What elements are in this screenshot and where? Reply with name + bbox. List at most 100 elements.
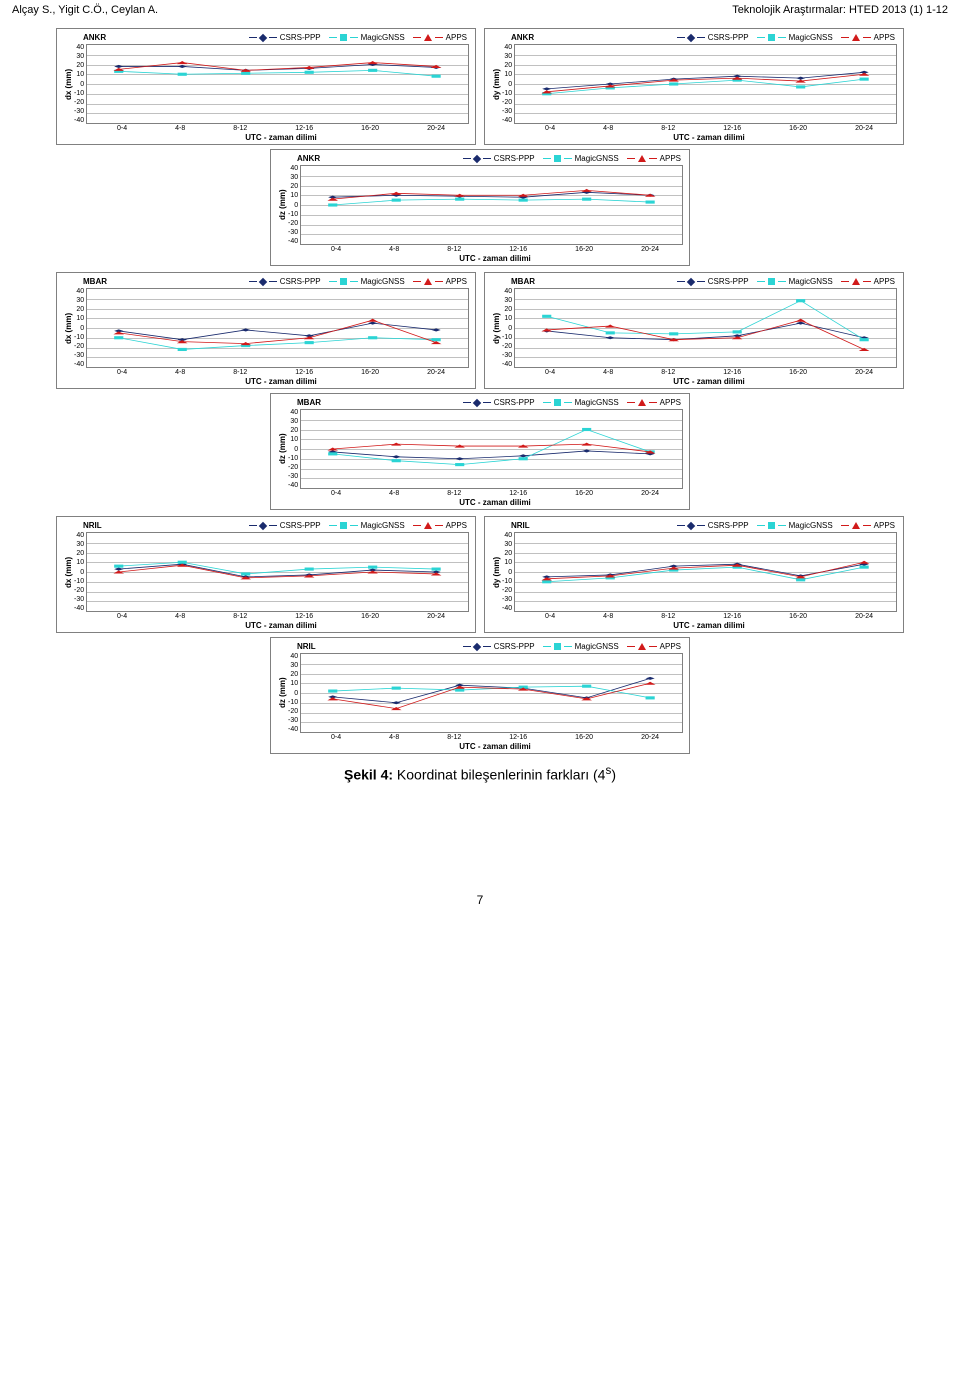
legend-item: CSRS-PPP [677,277,749,286]
legend-line-icon [483,402,491,403]
chart-panel: NRILCSRS-PPPMagicGNSSAPPSdx (mm)40302010… [56,516,476,633]
y-axis-ticks: 403020100-10-20-30-40 [502,44,514,124]
legend-line-icon [483,646,491,647]
legend-marker-icon [554,155,561,162]
legend-item: MagicGNSS [543,642,619,651]
y-tick: -40 [288,726,298,733]
legend-marker-icon [638,155,646,162]
y-axis-label: dx (mm) [63,532,74,612]
y-tick: -20 [74,343,84,350]
series-svg [301,410,682,488]
y-axis-label: dx (mm) [63,288,74,368]
chart-panel: NRILCSRS-PPPMagicGNSSAPPSdy (mm)40302010… [484,516,904,633]
x-tick: 4-8 [603,369,613,376]
y-tick: 0 [502,325,512,332]
y-axis-ticks: 403020100-10-20-30-40 [74,288,86,368]
chart-panel: ANKRCSRS-PPPMagicGNSSAPPSdy (mm)40302010… [484,28,904,145]
x-tick: 0-4 [331,734,341,741]
legend-line-icon [757,281,765,282]
y-tick: 10 [502,71,512,78]
y-tick: -10 [502,90,512,97]
series-svg [87,45,468,123]
y-tick: -20 [288,708,298,715]
plot-area [514,532,897,612]
series-svg [301,166,682,244]
y-tick: -40 [74,117,84,124]
station-label: ANKR [83,33,106,42]
x-axis-ticks: 0-44-88-1212-1616-2020-24 [93,124,469,132]
y-tick: -30 [502,108,512,115]
chart-header: NRILCSRS-PPPMagicGNSSAPPS [277,642,683,653]
legend: CSRS-PPPMagicGNSSAPPS [463,398,681,407]
legend-label: APPS [660,154,681,163]
legend: CSRS-PPPMagicGNSSAPPS [249,33,467,42]
legend-marker-icon [686,277,694,285]
y-tick: -10 [288,455,298,462]
legend-label: APPS [660,642,681,651]
legend-item: APPS [413,277,467,286]
legend-line-icon [697,525,705,526]
legend-line-icon [350,281,358,282]
chart-header: ANKRCSRS-PPPMagicGNSSAPPS [491,33,897,44]
x-tick: 16-20 [789,369,807,376]
chart-panel: ANKRCSRS-PPPMagicGNSSAPPSdz (mm)40302010… [270,149,690,266]
chart-row-center: NRILCSRS-PPPMagicGNSSAPPSdz (mm)40302010… [50,637,910,754]
legend-item: CSRS-PPP [463,398,535,407]
legend-line-icon [249,525,257,526]
x-axis-label: UTC - zaman dilimi [277,497,683,507]
y-tick: -40 [502,361,512,368]
legend-marker-icon [554,399,561,406]
legend-line-icon [564,402,572,403]
legend-line-icon [543,402,551,403]
y-tick: -10 [502,578,512,585]
x-tick: 0-4 [331,246,341,253]
y-tick: 10 [74,559,84,566]
x-tick: 20-24 [641,734,659,741]
chart-panel: MBARCSRS-PPPMagicGNSSAPPSdz (mm)40302010… [270,393,690,510]
legend-item: APPS [841,277,895,286]
x-tick: 4-8 [389,246,399,253]
y-tick: -30 [502,352,512,359]
legend-marker-icon [258,33,266,41]
station-label: MBAR [83,277,107,286]
chart-panel: MBARCSRS-PPPMagicGNSSAPPSdy (mm)40302010… [484,272,904,389]
legend-marker-icon [258,277,266,285]
legend-label: MagicGNSS [789,33,833,42]
x-axis-label: UTC - zaman dilimi [491,132,897,142]
y-tick: 30 [502,53,512,60]
y-tick: -20 [502,99,512,106]
legend-marker-icon [768,278,775,285]
y-tick: 0 [74,325,84,332]
y-tick: 30 [288,662,298,669]
legend-line-icon [649,402,657,403]
y-axis-ticks: 403020100-10-20-30-40 [502,532,514,612]
legend-marker-icon [852,278,860,285]
legend-item: MagicGNSS [543,398,619,407]
legend-line-icon [329,281,337,282]
legend-line-icon [757,525,765,526]
x-tick: 0-4 [331,490,341,497]
legend-label: MagicGNSS [361,277,405,286]
x-axis-ticks: 0-44-88-1212-1616-2020-24 [521,124,897,132]
legend-marker-icon [686,33,694,41]
x-tick: 8-12 [447,734,461,741]
plot-area [300,409,683,489]
y-tick: 10 [288,192,298,199]
legend: CSRS-PPPMagicGNSSAPPS [463,642,681,651]
chart-group: ANKRCSRS-PPPMagicGNSSAPPSdx (mm)40302010… [50,28,910,266]
x-tick: 0-4 [117,613,127,620]
y-axis-label: dx (mm) [63,44,74,124]
plot-area [514,44,897,124]
legend-label: CSRS-PPP [708,33,749,42]
y-tick: -40 [74,605,84,612]
y-tick: -30 [74,596,84,603]
y-axis-ticks: 403020100-10-20-30-40 [74,532,86,612]
legend-item: APPS [841,33,895,42]
legend-item: MagicGNSS [757,521,833,530]
legend-label: APPS [874,33,895,42]
legend-line-icon [269,525,277,526]
legend-item: CSRS-PPP [249,277,321,286]
x-tick: 4-8 [175,613,185,620]
legend-item: CSRS-PPP [463,154,535,163]
legend-line-icon [697,37,705,38]
